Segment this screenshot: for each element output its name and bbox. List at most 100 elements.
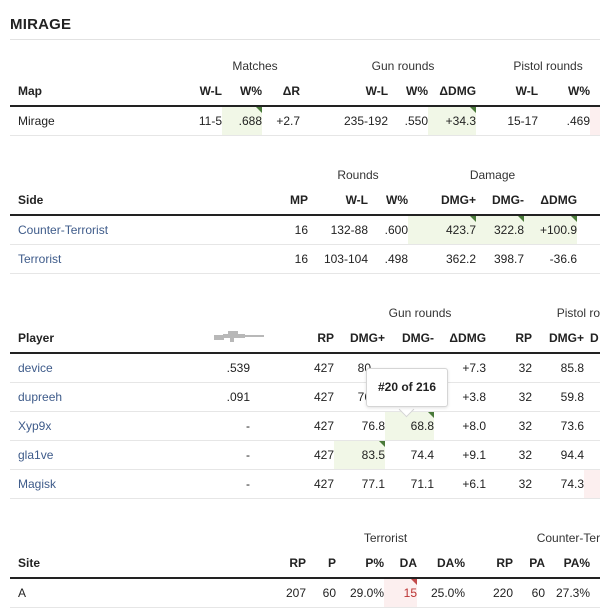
cell: .091 [200, 382, 250, 412]
col-wpct[interactable]: W% [222, 76, 262, 107]
side-link-t[interactable]: Terrorist [18, 252, 62, 266]
group-pistol-rounds: Pistol rounds [513, 59, 583, 73]
cell: 15-17 [476, 106, 539, 136]
page-title: MIRAGE [10, 16, 72, 33]
cell: .469 [538, 106, 591, 136]
col-p[interactable]: P [306, 548, 336, 579]
col-weapon[interactable] [200, 323, 250, 354]
col-site[interactable]: Site [10, 548, 260, 579]
group-matches: Matches [232, 59, 278, 73]
table-row: gla1ve - 427 83.5 74.4 +9.1 32 94.4 [10, 440, 600, 470]
side-link-ct[interactable]: Counter-Terrorist [18, 223, 109, 237]
cell: 59.8 [532, 382, 585, 412]
cell: 427 [250, 440, 334, 470]
cell: 16 [260, 215, 308, 245]
cell: 32 [486, 411, 533, 441]
cell: 235-192 [300, 106, 389, 136]
table-row: A 207 60 29.0% 15 25.0% 220 60 27.3% [10, 578, 600, 608]
cell: - [200, 440, 250, 470]
col-ct-pa[interactable]: PA [513, 548, 546, 579]
cell: 71.1 [385, 469, 434, 499]
cell: 74.4 [385, 440, 434, 470]
col-rp[interactable]: RP [260, 548, 306, 579]
col-dmg-minus[interactable]: DMG- [385, 323, 434, 354]
cell: 398.7 [476, 244, 524, 274]
player-link-xyp9x[interactable]: Xyp9x [18, 419, 52, 433]
col-dmg-minus[interactable]: DMG- [476, 185, 524, 216]
cell: - [200, 469, 250, 499]
col-da[interactable]: DA [384, 548, 417, 579]
cell: 32 [486, 440, 533, 470]
site-name: A [10, 578, 260, 608]
rank-tooltip: #20 of 216 [366, 368, 448, 407]
col-player[interactable]: Player [10, 323, 200, 354]
cell-highlight: +100.9 [524, 215, 578, 245]
cell: 11-5 [180, 106, 222, 136]
col-wl[interactable]: W-L [180, 76, 222, 107]
cell: 77.1 [334, 469, 385, 499]
col-gun-wl[interactable]: W-L [300, 76, 389, 107]
group-pistol-rounds: Pistol ro [556, 306, 600, 320]
col-side[interactable]: Side [10, 185, 260, 216]
cell: .550 [388, 106, 429, 136]
table-row: dupreeh .091 427 76 +3.8 32 59.8 [10, 382, 600, 412]
col-map[interactable]: Map [10, 76, 180, 107]
cell: 85.8 [532, 353, 585, 383]
col-delta-dmg[interactable]: ΔDMG [524, 185, 578, 216]
cell: .498 [368, 244, 408, 274]
site-stats-table: Terrorist Counter-Ter Site RP P P% DA DA… [10, 528, 600, 608]
player-link-gla1ve[interactable]: gla1ve [18, 448, 54, 462]
col-wl[interactable]: W-L [308, 185, 368, 216]
group-gun-rounds: Gun rounds [371, 59, 435, 73]
cell: +6.1 [434, 469, 487, 499]
cell-highlight: 83.5 [334, 440, 385, 470]
col-ct-papct[interactable]: PA% [545, 548, 591, 579]
col-delta-r[interactable]: ΔR [262, 76, 301, 107]
table-row: Mirage 11-5 .688 +2.7 235-192 .550 +34.3… [10, 106, 600, 136]
cell: +9.1 [434, 440, 487, 470]
cell: 220 [465, 578, 514, 608]
cell: +8.0 [434, 411, 487, 441]
col-ct-rp[interactable]: RP [465, 548, 514, 579]
cell: -36.6 [524, 244, 578, 274]
cell-highlight: +34.3 [428, 106, 477, 136]
cell-highlight: 423.7 [408, 215, 476, 245]
col-dapct[interactable]: DA% [417, 548, 466, 579]
col-gun-wpct[interactable]: W% [388, 76, 429, 107]
col-pistol-wl[interactable]: W-L [476, 76, 539, 107]
cell: 32 [486, 382, 533, 412]
col-mp[interactable]: MP [260, 185, 308, 216]
group-damage: Damage [469, 168, 516, 182]
col-rp[interactable]: RP [250, 323, 334, 354]
col-ppct[interactable]: P% [336, 548, 384, 579]
cell: 103-104 [308, 244, 368, 274]
table-row: Magisk - 427 77.1 71.1 +6.1 32 74.3 [10, 469, 600, 499]
player-link-magisk[interactable]: Magisk [18, 477, 57, 491]
group-terrorist: Terrorist [363, 531, 408, 545]
cell-highlight[interactable]: 68.8 [385, 411, 434, 441]
col-pistol-dmg-plus[interactable]: DMG+ [532, 323, 585, 354]
cell: 32 [486, 469, 533, 499]
cell: 132-88 [308, 215, 368, 245]
cell: .600 [368, 215, 408, 245]
col-dmg-plus[interactable]: DMG+ [334, 323, 385, 354]
col-pistol-wpct[interactable]: W% [538, 76, 591, 107]
cell: 73.6 [532, 411, 585, 441]
col-dmg-plus[interactable]: DMG+ [408, 185, 476, 216]
cell: .539 [200, 353, 250, 383]
col-wpct[interactable]: W% [368, 185, 408, 216]
col-pistol-d[interactable]: D [584, 323, 600, 354]
player-link-device[interactable]: device [18, 361, 53, 375]
cell: 427 [250, 382, 334, 412]
table-row: device .539 427 80 +7.3 32 85.8 [10, 353, 600, 383]
col-delta-dmg[interactable]: ΔDMG [434, 323, 487, 354]
side-stats-table: Rounds Damage Side MP W-L W% DMG+ DMG- Δ… [10, 165, 600, 274]
player-link-dupreeh[interactable]: dupreeh [18, 390, 63, 404]
rifle-icon[interactable] [214, 330, 264, 342]
map-stats-table: Matches Gun rounds Pistol rounds Map W-L… [10, 56, 600, 136]
col-pistol-rp[interactable]: RP [486, 323, 533, 354]
cell: 94.4 [532, 440, 585, 470]
cell: 207 [260, 578, 306, 608]
cell: 25.0% [417, 578, 466, 608]
col-gun-delta-dmg[interactable]: ΔDMG [428, 76, 477, 107]
